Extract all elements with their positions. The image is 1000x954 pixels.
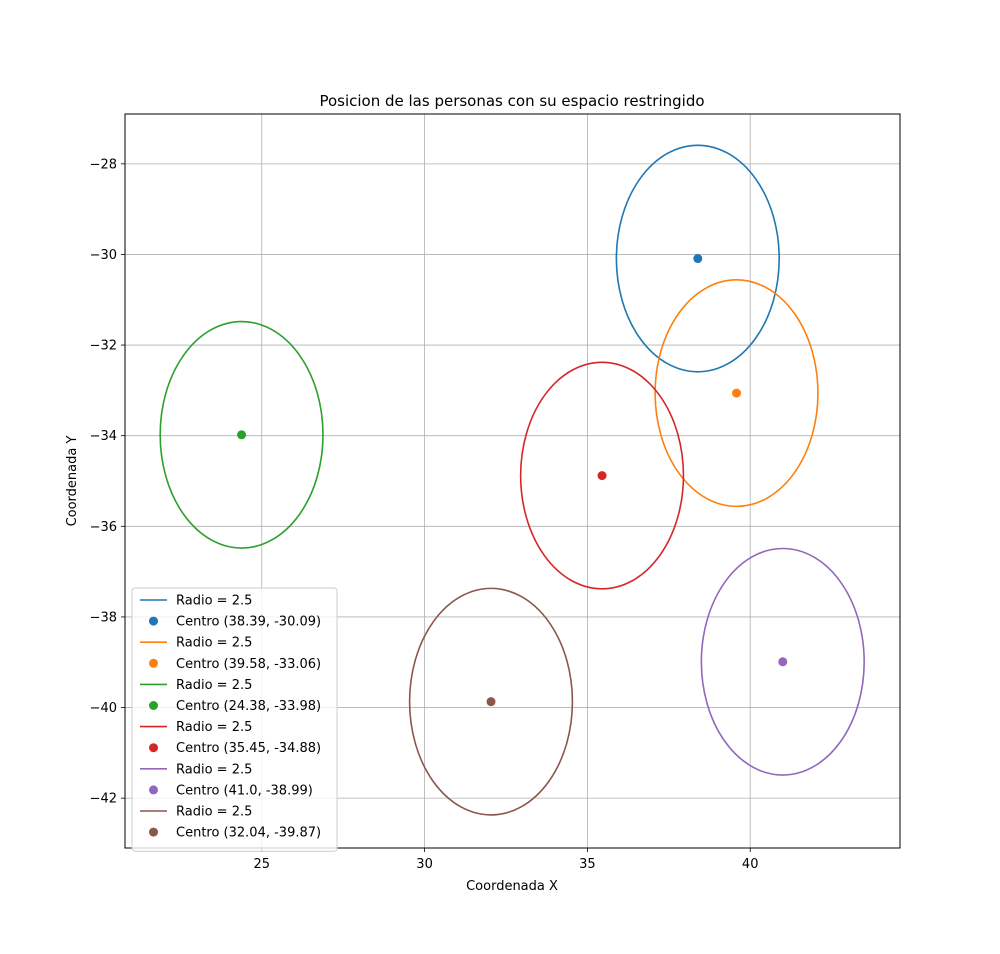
legend-box <box>131 587 338 852</box>
center-point <box>778 657 788 667</box>
restricted-space-circle <box>159 320 324 549</box>
legend-label: Radio = 2.5 <box>176 720 252 735</box>
x-tick-label: 40 <box>742 857 759 872</box>
restricted-space-circle <box>700 547 865 776</box>
y-tick-label: −42 <box>90 792 117 807</box>
center-point <box>237 430 247 440</box>
y-tick-label: −28 <box>90 157 117 172</box>
center-point <box>486 697 496 707</box>
legend-label: Radio = 2.5 <box>176 805 252 820</box>
plot-area <box>159 144 865 816</box>
legend-marker-swatch <box>149 616 158 626</box>
restricted-space-circle <box>654 279 819 508</box>
legend-label: Centro (41.0, -38.99) <box>176 783 313 798</box>
legend-marker-swatch <box>149 743 158 753</box>
legend-label: Radio = 2.5 <box>176 636 252 651</box>
legend: Radio = 2.5 Centro (38.39, -30.09) Radio =… <box>131 587 338 852</box>
y-tick-label: −32 <box>90 339 117 354</box>
legend-label: Centro (35.45, -34.88) <box>176 741 321 756</box>
restricted-space-circle <box>615 144 780 373</box>
legend-label: Radio = 2.5 <box>176 594 252 609</box>
y-tick-label: −34 <box>90 429 117 444</box>
y-tick-label: −38 <box>90 610 117 625</box>
x-tick-label: 35 <box>579 857 596 872</box>
legend-marker-swatch <box>149 658 158 668</box>
x-tick-label: 30 <box>416 857 433 872</box>
y-tick-label: −40 <box>90 701 117 716</box>
legend-marker-swatch <box>149 785 158 795</box>
center-point <box>732 388 742 398</box>
center-point <box>693 254 703 264</box>
restricted-space-circle <box>519 361 685 590</box>
center-point <box>597 471 607 481</box>
legend-label: Radio = 2.5 <box>176 678 252 693</box>
legend-marker-swatch <box>149 701 158 710</box>
x-tick-label: 25 <box>253 857 270 872</box>
y-tick-label: −30 <box>90 248 117 263</box>
legend-label: Centro (39.58, -33.06) <box>176 657 321 672</box>
axes-ticks: 25 30 35 40 −28 −30 −32 −34 −36 −38 −40 −42 <box>90 157 759 872</box>
legend-label: Centro (24.38, -33.98) <box>176 699 321 714</box>
y-tick-label: −36 <box>90 520 117 535</box>
chart-title: Posicion de las personas con su espacio … <box>319 92 704 110</box>
legend-label: Centro (38.39, -30.09) <box>176 615 321 630</box>
legend-label: Radio = 2.5 <box>176 762 252 777</box>
legend-label: Centro (32.04, -39.87) <box>176 826 321 841</box>
restricted-space-circle <box>408 587 574 816</box>
y-axis-label: Coordenada Y <box>65 436 80 527</box>
plot-frame <box>124 113 901 849</box>
legend-marker-swatch <box>149 827 158 837</box>
x-axis-label: Coordenada X <box>466 879 558 894</box>
